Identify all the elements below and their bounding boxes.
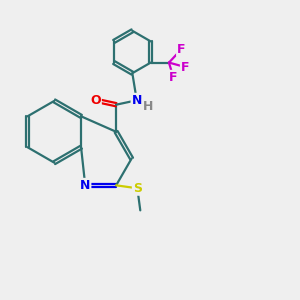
- Text: N: N: [132, 94, 142, 107]
- Text: N: N: [80, 179, 90, 192]
- Text: H: H: [143, 100, 153, 113]
- Text: F: F: [169, 71, 178, 84]
- Text: F: F: [181, 61, 189, 74]
- Text: S: S: [133, 182, 142, 195]
- Text: F: F: [177, 43, 186, 56]
- Text: O: O: [90, 94, 101, 107]
